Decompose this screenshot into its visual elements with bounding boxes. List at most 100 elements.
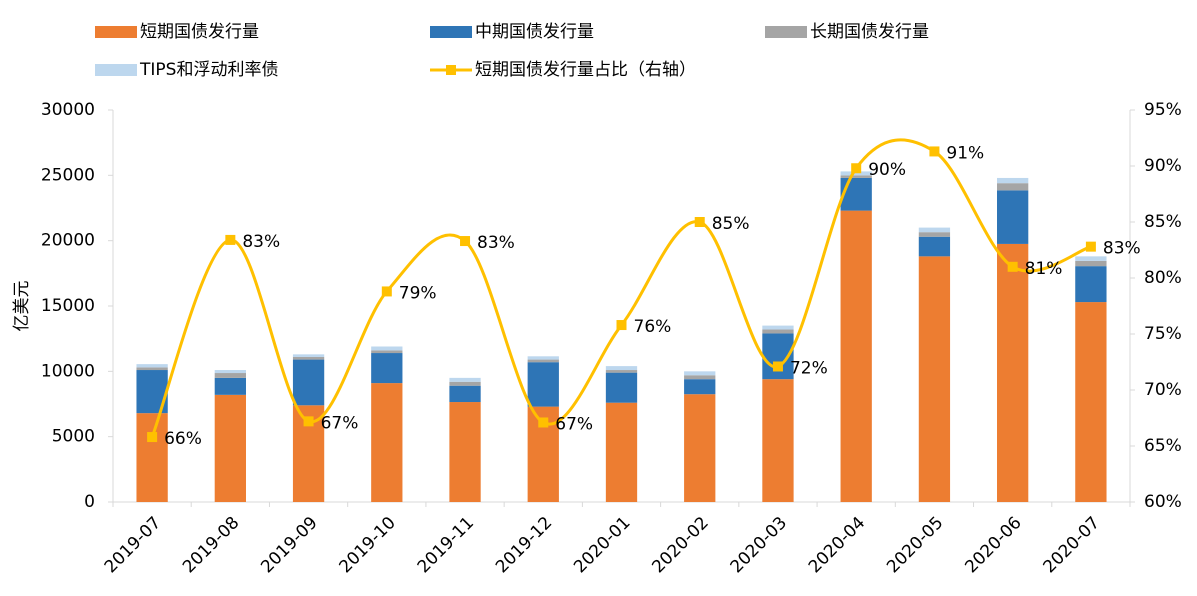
line-marker xyxy=(772,361,783,372)
line-marker xyxy=(1085,241,1096,252)
bar xyxy=(840,175,872,178)
x-tick-label: 2019-12 xyxy=(492,513,556,577)
bar xyxy=(449,381,481,386)
bar xyxy=(997,190,1029,244)
x-tick-label: 2019-10 xyxy=(336,513,400,577)
bar xyxy=(214,373,246,378)
bar xyxy=(214,394,246,502)
bar xyxy=(918,256,951,502)
legend-label: 短期国债发行量 xyxy=(140,22,259,42)
bar xyxy=(762,379,794,502)
x-tick-label: 2020-04 xyxy=(805,513,869,577)
bar xyxy=(1075,302,1107,502)
bar xyxy=(997,183,1029,191)
data-label: 67% xyxy=(321,413,359,433)
legend-swatch xyxy=(430,26,472,38)
bar xyxy=(527,356,559,360)
x-tick-label: 2020-01 xyxy=(570,513,634,577)
y2-tick-label: 95% xyxy=(1144,100,1182,120)
line-marker xyxy=(538,417,549,428)
y2-tick-label: 70% xyxy=(1144,380,1182,400)
legend-swatch xyxy=(95,64,137,76)
x-tick-label: 2019-09 xyxy=(257,513,321,577)
bar xyxy=(918,227,951,233)
bar xyxy=(997,177,1029,184)
data-label: 81% xyxy=(1025,259,1063,279)
legend-label: 长期国债发行量 xyxy=(810,22,929,42)
data-label: 83% xyxy=(242,232,280,252)
line xyxy=(150,138,1092,438)
y2-tick-label: 90% xyxy=(1144,156,1182,176)
bar xyxy=(840,171,872,176)
bar xyxy=(214,370,246,374)
bar xyxy=(1075,256,1107,261)
bar xyxy=(449,385,481,403)
bar xyxy=(684,379,716,395)
bar xyxy=(605,366,638,371)
y-tick-label: 30000 xyxy=(41,100,95,120)
bar xyxy=(527,359,559,363)
bar xyxy=(371,346,403,351)
bar xyxy=(371,383,403,502)
bar xyxy=(292,354,325,357)
bar xyxy=(605,370,638,373)
y2-tick-label: 60% xyxy=(1144,492,1182,512)
bar xyxy=(1075,266,1107,303)
bar xyxy=(136,367,168,371)
x-tick-label: 2020-03 xyxy=(727,513,791,577)
data-label: 91% xyxy=(946,143,984,163)
bar xyxy=(214,377,246,395)
y-tick-label: 25000 xyxy=(41,165,95,185)
data-label: 76% xyxy=(634,317,672,337)
data-label: 83% xyxy=(477,233,515,253)
bar xyxy=(762,329,794,334)
y-tick-label: 0 xyxy=(84,492,95,512)
x-tick-label: 2019-08 xyxy=(179,513,243,577)
bar xyxy=(371,350,403,354)
line-marker xyxy=(381,286,392,297)
bar xyxy=(292,356,325,360)
legend-label: 中期国债发行量 xyxy=(475,22,594,42)
y2-tick-label: 75% xyxy=(1144,324,1182,344)
bar xyxy=(997,243,1029,502)
y2-tick-label: 65% xyxy=(1144,436,1182,456)
legend-label: TIPS和浮动利率债 xyxy=(139,60,278,80)
data-label: 83% xyxy=(1103,239,1141,259)
bar xyxy=(684,375,716,380)
bar xyxy=(449,377,481,382)
bar xyxy=(684,394,716,502)
line-marker xyxy=(929,146,940,157)
y2-tick-label: 80% xyxy=(1144,268,1182,288)
y-tick-label: 10000 xyxy=(41,361,95,381)
bar xyxy=(605,372,638,403)
x-tick-label: 2020-02 xyxy=(648,513,712,577)
bar xyxy=(918,236,951,257)
line-marker xyxy=(616,320,627,331)
x-tick-label: 2019-11 xyxy=(414,513,478,577)
bar xyxy=(449,402,481,502)
bar xyxy=(605,402,638,502)
y-tick-label: 20000 xyxy=(41,231,95,251)
data-label: 90% xyxy=(868,160,906,180)
line-marker xyxy=(303,416,314,427)
data-label: 66% xyxy=(164,429,202,449)
x-tick-label: 2020-05 xyxy=(883,513,947,577)
data-label: 79% xyxy=(399,283,437,303)
bar xyxy=(136,364,168,368)
bar xyxy=(292,359,325,406)
line-marker xyxy=(1007,261,1018,272)
y-tick-label: 15000 xyxy=(41,296,95,316)
line-marker xyxy=(225,234,236,245)
x-tick-label: 2019-07 xyxy=(101,513,165,577)
bar xyxy=(840,177,872,211)
data-label: 85% xyxy=(712,214,750,234)
bar xyxy=(918,232,951,237)
line-marker xyxy=(147,432,158,443)
y2-tick-label: 85% xyxy=(1144,212,1182,232)
x-tick-label: 2020-06 xyxy=(961,513,1025,577)
bar xyxy=(684,371,716,376)
legend-swatch xyxy=(95,26,137,38)
bar xyxy=(527,362,559,407)
bar xyxy=(762,325,794,330)
